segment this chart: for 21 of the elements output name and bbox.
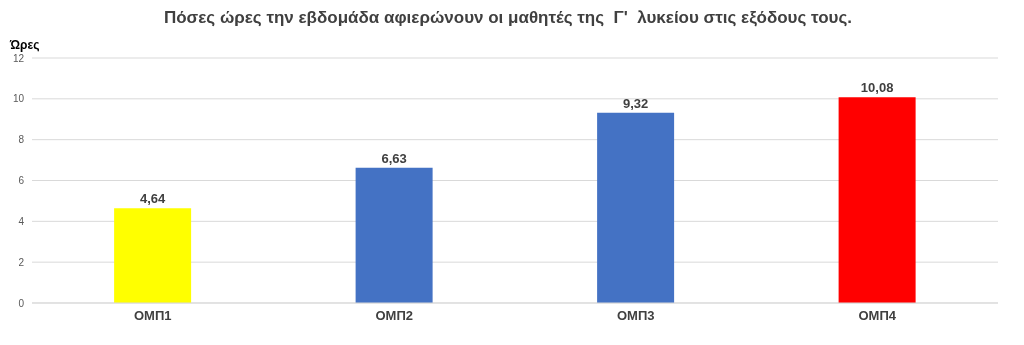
y-tick-label: 12	[12, 52, 25, 64]
x-tick-label: ΟΜΠ1	[133, 308, 172, 324]
x-tick-label: ΟΜΠ4	[858, 308, 897, 324]
bar	[597, 112, 675, 303]
data-label: 4,64	[139, 191, 167, 207]
y-tick-label: 6	[18, 175, 25, 187]
y-axis-title: Ώρες	[10, 38, 40, 52]
y-tick-label: 4	[18, 215, 25, 227]
y-tick-label: 0	[18, 297, 25, 309]
x-tick-label: ΟΜΠ2	[375, 308, 414, 324]
bar	[114, 208, 192, 303]
y-tick-label: 10	[12, 93, 25, 105]
data-label: 10,08	[860, 80, 894, 96]
data-label: 6,63	[381, 150, 407, 166]
bar	[838, 97, 916, 303]
y-tick-label: 2	[18, 256, 25, 268]
chart-title: Πόσες ώρες την εβδομάδα αφιερώνουν οι μαθητές της Γ' λυκείου στις εξόδους τους.	[162, 8, 854, 29]
bar	[355, 167, 433, 303]
data-label: 9,32	[622, 95, 649, 111]
x-tick-label: ΟΜΠ3	[616, 308, 655, 324]
y-tick-label: 8	[18, 134, 25, 146]
